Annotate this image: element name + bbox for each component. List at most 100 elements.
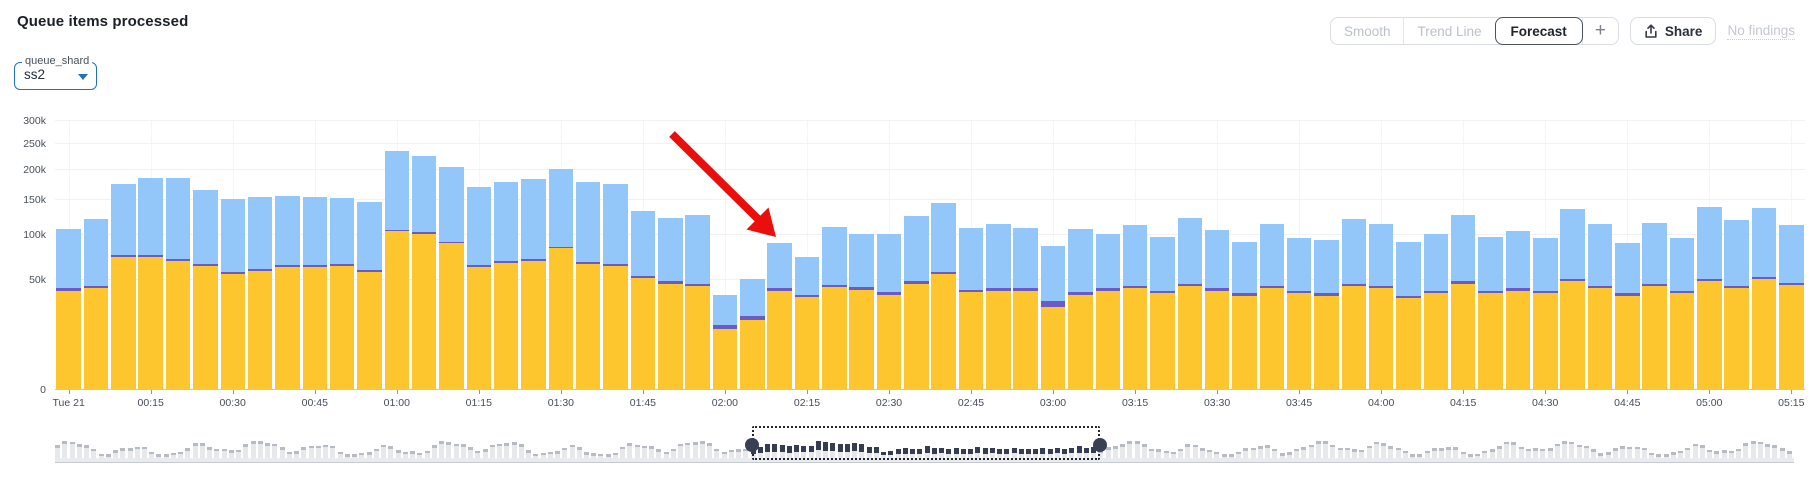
bar-bottom-segment[interactable] bbox=[411, 233, 437, 389]
minimap-bar bbox=[62, 441, 68, 458]
bar-bottom-segment[interactable] bbox=[1341, 286, 1367, 389]
bar-bottom-segment[interactable] bbox=[493, 262, 519, 389]
minimap-brush[interactable] bbox=[55, 426, 1794, 463]
bar-bottom-segment[interactable] bbox=[357, 271, 382, 389]
minimap-bar bbox=[1402, 450, 1408, 458]
bar-bottom-segment[interactable] bbox=[1368, 288, 1394, 389]
minimap-bar bbox=[656, 449, 662, 458]
bar-bottom-segment[interactable] bbox=[111, 257, 136, 389]
bar-bottom-segment[interactable] bbox=[329, 265, 355, 389]
bar-bottom-segment[interactable] bbox=[521, 260, 546, 389]
bar-bottom-segment[interactable] bbox=[220, 273, 245, 389]
minimap-bar bbox=[1083, 447, 1089, 458]
bar-bottom-segment[interactable] bbox=[1669, 293, 1695, 389]
bar-bottom-segment[interactable] bbox=[1068, 294, 1093, 389]
bar-bottom-segment[interactable] bbox=[1478, 293, 1503, 389]
bar-bottom-segment[interactable] bbox=[1177, 286, 1202, 389]
minimap-bar bbox=[1728, 450, 1734, 458]
bar-bottom-segment[interactable] bbox=[1615, 295, 1640, 389]
minimap-left-handle-icon[interactable] bbox=[745, 437, 760, 452]
bar-bottom-segment[interactable] bbox=[466, 266, 492, 389]
share-button[interactable]: Share bbox=[1629, 17, 1717, 45]
bar-bottom-segment[interactable] bbox=[685, 286, 710, 389]
bar-bottom-segment[interactable] bbox=[275, 266, 300, 389]
minimap-bar bbox=[830, 442, 836, 458]
trend-line-button[interactable]: Trend Line bbox=[1403, 18, 1495, 44]
bar-bottom-segment[interactable] bbox=[986, 290, 1011, 389]
minimap-bar bbox=[1707, 449, 1712, 458]
add-overlay-button[interactable]: + bbox=[1581, 18, 1618, 44]
bar-bottom-segment[interactable] bbox=[193, 265, 218, 389]
bar-bottom-segment[interactable] bbox=[1095, 290, 1120, 389]
bar-bottom-segment[interactable] bbox=[1642, 286, 1667, 389]
bar-bottom-segment[interactable] bbox=[1396, 298, 1421, 389]
bar-bottom-segment[interactable] bbox=[165, 260, 191, 389]
minimap-bar bbox=[1192, 444, 1198, 458]
queue-shard-dropdown[interactable]: queue_shard ss2 bbox=[14, 55, 97, 90]
minimap-bar bbox=[1757, 441, 1763, 458]
bar-bottom-segment[interactable] bbox=[958, 292, 984, 389]
bar-bottom-segment[interactable] bbox=[1560, 281, 1585, 389]
bar-bottom-segment[interactable] bbox=[138, 257, 163, 389]
bar-bottom-segment[interactable] bbox=[384, 231, 409, 389]
bar-bottom-segment[interactable] bbox=[1423, 293, 1449, 389]
bar-bottom-segment[interactable] bbox=[1259, 288, 1284, 389]
minimap-bar bbox=[330, 445, 336, 458]
bar-bottom-segment[interactable] bbox=[1286, 293, 1312, 389]
bar-bottom-segment[interactable] bbox=[630, 278, 656, 389]
bar-bottom-segment[interactable] bbox=[712, 328, 738, 389]
bar-bottom-segment[interactable] bbox=[794, 297, 820, 389]
bar-bottom-segment[interactable] bbox=[548, 248, 574, 389]
minimap-bar bbox=[1417, 454, 1423, 458]
bar-bottom-segment[interactable] bbox=[1040, 306, 1066, 389]
minimap-bar bbox=[1294, 448, 1299, 458]
bar-bottom-segment[interactable] bbox=[575, 263, 601, 389]
bar-bottom-segment[interactable] bbox=[1204, 290, 1230, 389]
minimap-bar bbox=[1460, 451, 1466, 458]
bar-bottom-segment[interactable] bbox=[603, 265, 628, 389]
minimap-bar bbox=[1612, 448, 1618, 458]
minimap-bar bbox=[1243, 448, 1249, 458]
bar-bottom-segment[interactable] bbox=[1724, 288, 1749, 389]
bar-bottom-segment[interactable] bbox=[931, 273, 956, 389]
forecast-button[interactable]: Forecast bbox=[1494, 17, 1583, 45]
bar-bottom-segment[interactable] bbox=[1751, 279, 1777, 389]
bar-bottom-segment[interactable] bbox=[658, 283, 683, 389]
bar-bottom-segment[interactable] bbox=[740, 319, 765, 389]
x-axis-tick bbox=[478, 390, 480, 394]
minimap-bar bbox=[257, 441, 263, 458]
x-axis-label: 03:30 bbox=[1203, 397, 1231, 409]
minimap-bar bbox=[1185, 444, 1191, 458]
minimap-bar bbox=[1352, 449, 1357, 458]
minimap-selection[interactable] bbox=[752, 426, 1101, 460]
minimap-right-handle-icon[interactable] bbox=[1093, 437, 1108, 452]
bar-bottom-segment[interactable] bbox=[1533, 293, 1558, 389]
minimap-bar bbox=[707, 443, 713, 458]
minimap-bar bbox=[1207, 449, 1213, 458]
bar-bottom-segment[interactable] bbox=[1013, 290, 1038, 389]
minimap-bar bbox=[533, 453, 539, 458]
bar-bottom-segment[interactable] bbox=[1122, 288, 1148, 389]
bar-bottom-segment[interactable] bbox=[1779, 284, 1804, 389]
bar-bottom-segment[interactable] bbox=[904, 283, 929, 389]
bar-bottom-segment[interactable] bbox=[247, 270, 273, 389]
bar-bottom-segment[interactable] bbox=[767, 290, 792, 389]
bar-bottom-segment[interactable] bbox=[1232, 295, 1257, 389]
bar-bottom-segment[interactable] bbox=[83, 288, 109, 389]
bar-bottom-segment[interactable] bbox=[1314, 295, 1339, 389]
bar-bottom-segment[interactable] bbox=[1697, 281, 1722, 389]
bar-bottom-segment[interactable] bbox=[849, 289, 874, 389]
bar-bottom-segment[interactable] bbox=[1505, 290, 1531, 389]
bar-bottom-segment[interactable] bbox=[822, 287, 847, 389]
bar-bottom-segment[interactable] bbox=[439, 243, 464, 389]
bar-bottom-segment[interactable] bbox=[56, 290, 81, 389]
bar-bottom-segment[interactable] bbox=[876, 294, 902, 389]
smooth-button[interactable]: Smooth bbox=[1330, 18, 1404, 44]
minimap-bar bbox=[149, 451, 155, 458]
bar-bottom-segment[interactable] bbox=[1587, 288, 1613, 389]
bar-bottom-segment[interactable] bbox=[1450, 283, 1476, 389]
bar-bottom-segment[interactable] bbox=[302, 266, 327, 389]
x-axis-label: 04:00 bbox=[1368, 397, 1395, 409]
bar-bottom-segment[interactable] bbox=[1150, 293, 1175, 389]
